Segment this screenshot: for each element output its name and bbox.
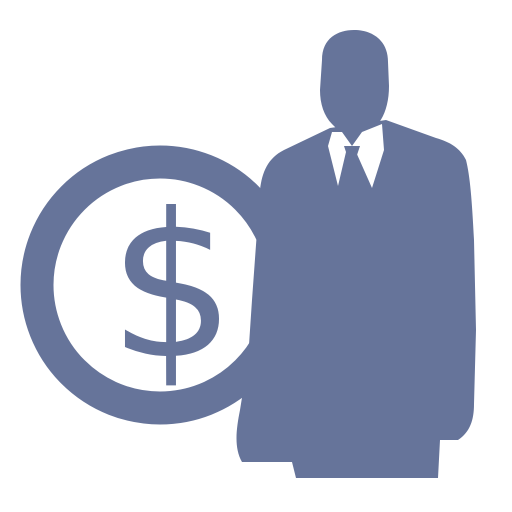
businessman-silhouette-icon xyxy=(236,30,476,478)
coin-icon: $ xyxy=(20,145,300,425)
shirt-collar-shape xyxy=(328,124,384,188)
suit-body-shape xyxy=(236,120,476,478)
tie-shape xyxy=(342,146,362,208)
dollar-sign-icon: $ xyxy=(108,171,235,404)
head-shape xyxy=(320,30,389,139)
